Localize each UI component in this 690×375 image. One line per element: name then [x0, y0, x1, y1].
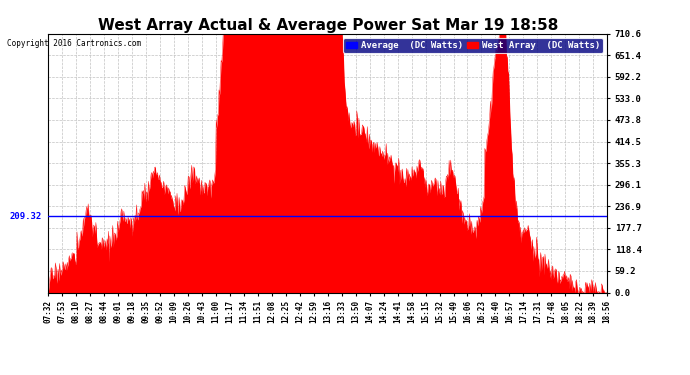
Text: Copyright 2016 Cartronics.com: Copyright 2016 Cartronics.com	[7, 39, 141, 48]
Legend: Average  (DC Watts), West Array  (DC Watts): Average (DC Watts), West Array (DC Watts…	[344, 38, 602, 53]
Title: West Array Actual & Average Power Sat Mar 19 18:58: West Array Actual & Average Power Sat Ma…	[97, 18, 558, 33]
Text: 209.32: 209.32	[9, 212, 41, 221]
